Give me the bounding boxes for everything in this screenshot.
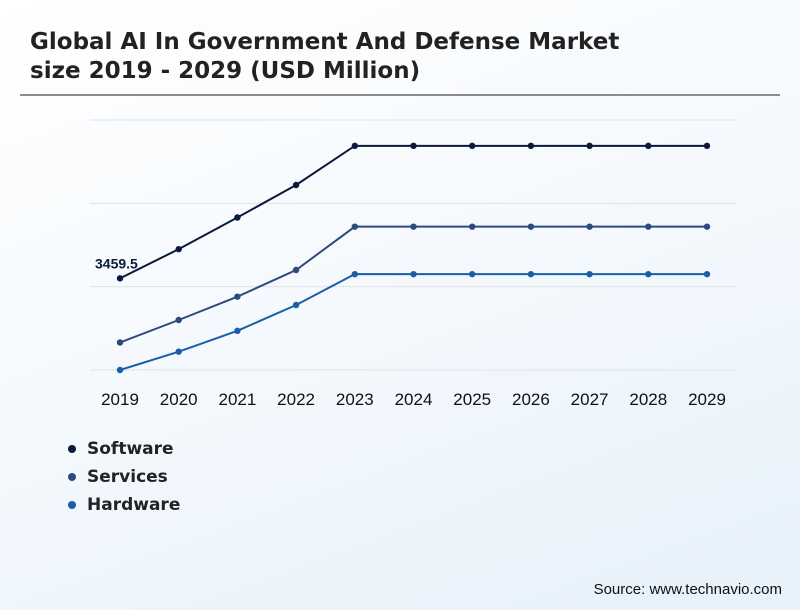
data-point-software-2022	[292, 181, 300, 189]
legend-dot-hardware	[68, 501, 76, 509]
x-tick-label-2022: 2022	[277, 390, 315, 409]
data-point-hardware-2022	[292, 301, 300, 309]
data-point-software-2023	[351, 142, 358, 150]
line-chart: 2019 2020 2021 2022 2023 2024 2025 2026 2027 2028…	[90, 119, 736, 409]
data-point-hardware-2026	[527, 270, 535, 278]
chart-title: Global AI In Government And Defense Mark…	[30, 28, 690, 86]
x-tick-label-2026: 2026	[512, 390, 550, 409]
data-point-services-2023	[351, 223, 358, 230]
data-point-hardware-2019	[116, 366, 124, 374]
data-point-hardware-2027	[586, 270, 593, 278]
series-line-hardware	[119, 273, 707, 371]
data-point-services-2024	[410, 223, 417, 230]
data-point-services-2026	[527, 223, 535, 230]
series-line-services	[119, 225, 707, 344]
data-point-services-2022	[292, 266, 300, 274]
data-point-software-2029	[703, 142, 711, 150]
x-tick-label-2023: 2023	[336, 390, 374, 409]
data-point-software-2019	[116, 275, 124, 282]
legend-item-services: Services	[68, 463, 180, 491]
series-line-software	[119, 144, 707, 280]
data-point-hardware-2020	[175, 348, 182, 355]
data-point-software-2026	[527, 142, 535, 150]
x-tick-label-2024: 2024	[395, 390, 433, 409]
data-label-0: 3459.5	[95, 255, 138, 271]
legend-label-hardware: Hardware	[87, 495, 181, 515]
legend-item-software: Software	[68, 435, 180, 463]
legend-label-services: Services	[87, 467, 168, 487]
legend-item-hardware: Hardware	[68, 491, 180, 519]
data-point-software-2021	[234, 214, 241, 221]
data-point-hardware-2025	[469, 270, 476, 278]
data-point-services-2025	[469, 223, 476, 230]
data-point-software-2020	[175, 245, 182, 253]
x-tick-label-2029: 2029	[688, 390, 726, 409]
data-point-services-2027	[586, 223, 593, 230]
source-note: Source: www.technavio.com	[593, 581, 782, 598]
data-point-hardware-2024	[410, 270, 417, 278]
legend-label-software: Software	[87, 439, 174, 459]
title-divider	[20, 94, 780, 96]
x-tick-label-2020: 2020	[160, 390, 198, 409]
data-point-services-2021	[234, 293, 241, 300]
data-point-hardware-2029	[703, 270, 711, 278]
data-point-services-2019	[116, 339, 124, 346]
x-tick-label-2021: 2021	[218, 390, 256, 409]
x-tick-label-2019: 2019	[101, 390, 139, 409]
legend-dot-software	[68, 445, 76, 453]
data-point-hardware-2028	[645, 270, 652, 278]
data-point-software-2024	[410, 142, 417, 150]
data-point-services-2028	[645, 223, 652, 230]
legend-dot-services	[68, 473, 76, 481]
chart-title-line-2: size 2019 - 2029 (USD Million)	[30, 58, 421, 84]
x-tick-label-2027: 2027	[571, 390, 609, 409]
chart-title-line-1: Global AI In Government And Defense Mark…	[30, 29, 620, 55]
data-point-services-2029	[703, 223, 711, 230]
data-point-hardware-2023	[351, 270, 358, 278]
x-tick-label-2028: 2028	[629, 390, 667, 409]
data-point-software-2027	[586, 142, 593, 150]
x-tick-label-2025: 2025	[453, 390, 491, 409]
data-point-hardware-2021	[234, 327, 241, 335]
legend: Software Services Hardware	[68, 435, 180, 519]
data-point-software-2025	[469, 142, 476, 150]
data-point-services-2020	[175, 316, 182, 324]
data-point-software-2028	[645, 142, 652, 150]
